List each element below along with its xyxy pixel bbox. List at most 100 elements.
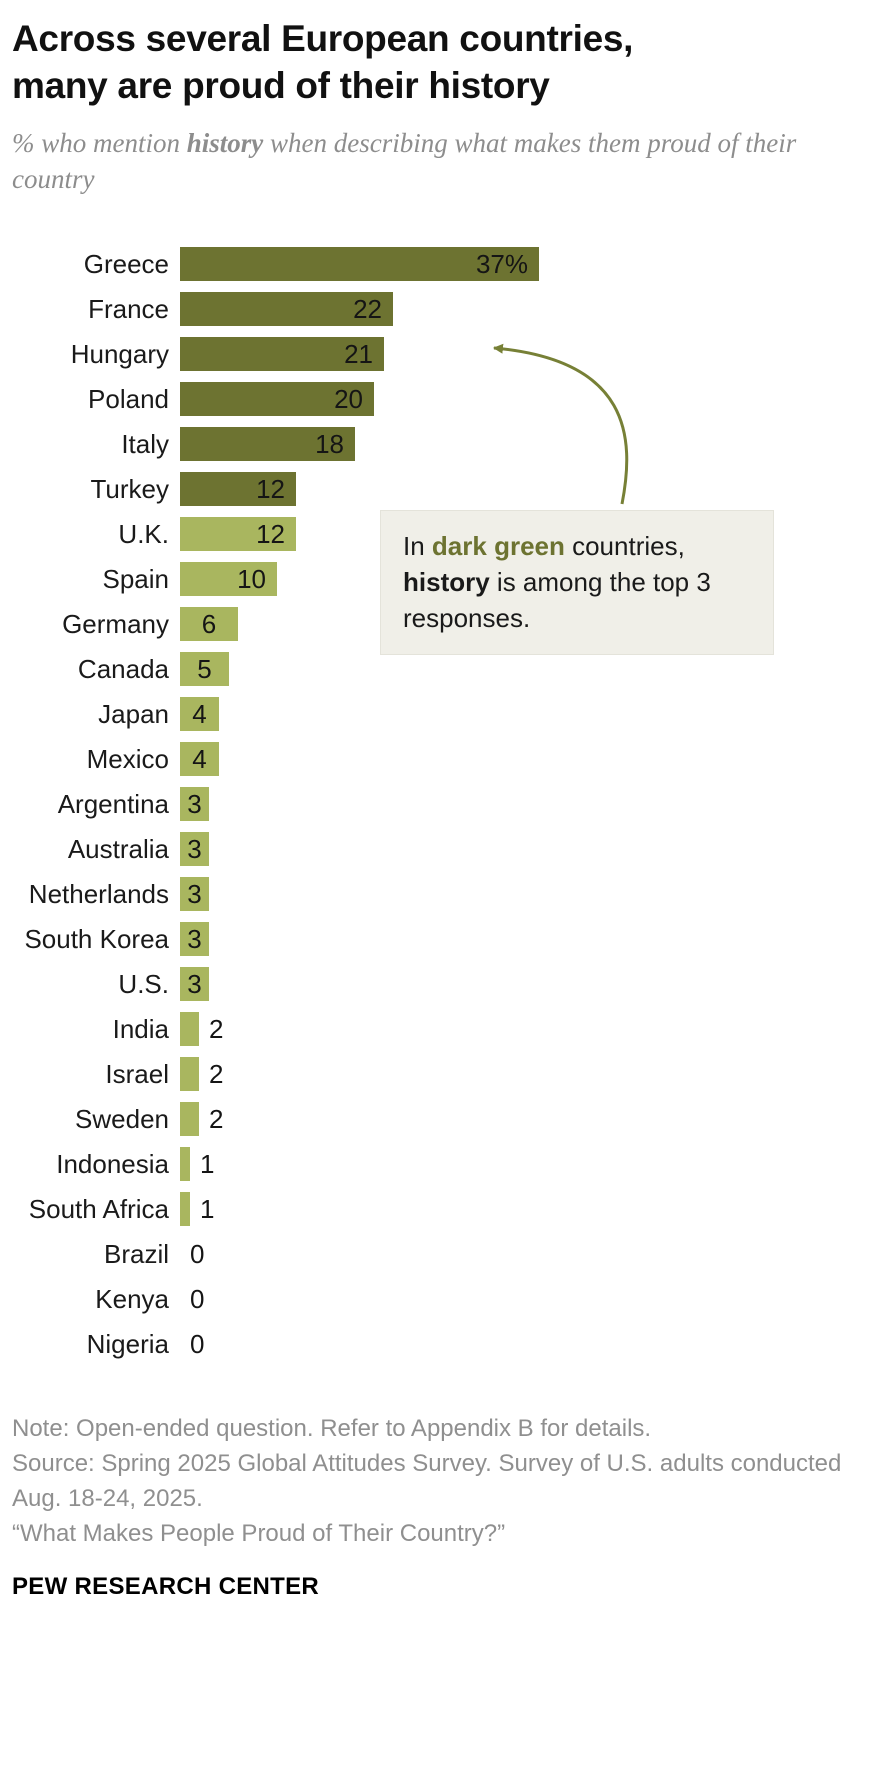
bar-row-south-korea: South Korea 3: [12, 917, 866, 962]
bar-area-kenya: 0: [180, 1277, 204, 1322]
bar-row-south-africa: South Africa 1: [12, 1187, 866, 1232]
value-label-canada: 5: [197, 653, 212, 684]
bar-indonesia: [180, 1147, 190, 1182]
value-label-poland: 20: [334, 383, 363, 414]
category-label-canada: Canada: [77, 653, 169, 684]
category-label-poland: Poland: [88, 383, 169, 414]
bar-row-japan: Japan 4: [12, 692, 866, 737]
value-label-greece: 37%: [475, 248, 528, 279]
bar-row-mexico: Mexico 4: [12, 737, 866, 782]
category-label-u-s: U.S.: [118, 968, 169, 999]
bar-row-netherlands: Netherlands 3: [12, 872, 866, 917]
value-label-indonesia: 1: [200, 1148, 215, 1179]
bar-area-germany: 6: [180, 602, 238, 647]
value-label-germany: 6: [201, 608, 217, 639]
value-label-sweden: 2: [209, 1103, 224, 1134]
category-label-south-africa: South Africa: [28, 1193, 169, 1224]
bar-row-australia: Australia 3: [12, 827, 866, 872]
bar-area-netherlands: 3: [180, 872, 209, 917]
bar-turkey: 12: [180, 472, 296, 507]
value-label-israel: 2: [209, 1058, 224, 1089]
value-label-netherlands: 3: [187, 878, 202, 909]
dark-green-highlight: dark green: [431, 530, 565, 561]
bar-area-u-k: 12: [180, 512, 296, 557]
annotation-text-3: is among the top 3 responses.: [403, 566, 711, 633]
category-label-france: France: [88, 293, 169, 324]
bar-argentina: 3: [180, 787, 209, 822]
footer-notes: Note: Open-ended question. Refer to Appe…: [12, 1411, 862, 1551]
bar-greece: 37%: [180, 247, 539, 282]
bar-netherlands: 3: [180, 877, 209, 912]
category-label-hungary: Hungary: [70, 338, 169, 369]
bar-south-africa: [180, 1192, 190, 1227]
bar-area-sweden: 2: [180, 1097, 223, 1142]
value-label-hungary: 21: [344, 338, 373, 369]
annotation-callout: In dark green countries, history is amon…: [380, 509, 774, 656]
annotation-history-bold: history: [403, 566, 490, 597]
bar-area-australia: 3: [180, 827, 209, 872]
category-label-turkey: Turkey: [90, 473, 170, 504]
value-label-mexico: 4: [192, 743, 207, 774]
subtitle-pre: % who mention: [12, 127, 187, 158]
bar-canada: 5: [180, 652, 229, 687]
bar-row-israel: Israel 2: [12, 1052, 866, 1097]
bar-area-israel: 2: [180, 1052, 223, 1097]
bar-area-indonesia: 1: [180, 1142, 214, 1187]
bar-area-south-africa: 1: [180, 1187, 214, 1232]
value-label-nigeria: 0: [190, 1328, 205, 1359]
category-label-argentina: Argentina: [57, 788, 169, 819]
value-label-brazil: 0: [190, 1238, 205, 1269]
annotation-text-2: countries,: [564, 530, 685, 561]
bar-area-argentina: 3: [180, 782, 209, 827]
bar-area-greece: 37%: [180, 242, 539, 287]
bar-area-south-korea: 3: [180, 917, 209, 962]
bar-area-india: 2: [180, 1007, 223, 1052]
subtitle-bold-history: history: [186, 127, 264, 158]
category-label-netherlands: Netherlands: [28, 878, 169, 909]
title-line-2: many are proud of their history: [12, 64, 550, 106]
value-label-france: 22: [353, 293, 382, 324]
category-label-germany: Germany: [62, 608, 169, 639]
value-label-kenya: 0: [190, 1283, 205, 1314]
category-label-spain: Spain: [102, 563, 170, 594]
bar-area-france: 22: [180, 287, 393, 332]
bar-row-u-k: U.K. 12: [12, 512, 866, 557]
value-label-argentina: 3: [187, 788, 202, 819]
bar-hungary: 21: [180, 337, 384, 372]
annotation-text-1: In: [403, 530, 432, 561]
bar-area-hungary: 21: [180, 332, 384, 377]
bar-area-turkey: 12: [180, 467, 296, 512]
value-label-south-africa: 1: [200, 1193, 215, 1224]
value-label-u-s: 3: [187, 968, 202, 999]
bar-row-argentina: Argentina 3: [12, 782, 866, 827]
bar-area-italy: 18: [180, 422, 355, 467]
category-label-brazil: Brazil: [103, 1238, 169, 1269]
pew-chart-page: Across several European countries, many a…: [12, 16, 866, 1601]
note-line: Note: Open-ended question. Refer to Appe…: [12, 1414, 652, 1442]
value-label-spain: 10: [237, 563, 266, 594]
bar-area-brazil: 0: [180, 1232, 204, 1277]
bar-area-u-s: 3: [180, 962, 209, 1007]
bar-row-greece: Greece 37%: [12, 242, 866, 287]
chart-subtitle: % who mention history when describing wh…: [12, 126, 802, 198]
bar-row-poland: Poland 20: [12, 377, 866, 422]
bar-south-korea: 3: [180, 922, 209, 957]
value-label-u-k: 12: [256, 518, 285, 549]
bar-area-canada: 5: [180, 647, 229, 692]
source-line: Source: Spring 2025 Global Attitudes Sur…: [12, 1449, 842, 1512]
category-label-sweden: Sweden: [75, 1103, 169, 1134]
bar-rows: Greece 37% France 22 Hungary 21 Poland 20 Italy 1…: [12, 242, 866, 1367]
bar-row-spain: Spain 10: [12, 557, 866, 602]
category-label-japan: Japan: [98, 698, 169, 729]
bar-row-germany: Germany 6: [12, 602, 866, 647]
bar-row-india: India 2: [12, 1007, 866, 1052]
bar-area-nigeria: 0: [180, 1322, 204, 1367]
bar-area-spain: 10: [180, 557, 277, 602]
value-label-italy: 18: [315, 428, 344, 459]
value-label-australia: 3: [187, 833, 202, 864]
bar-row-indonesia: Indonesia 1: [12, 1142, 866, 1187]
title-line-1: Across several European countries,: [12, 18, 634, 59]
bar-u-k: 12: [180, 517, 296, 552]
bar-italy: 18: [180, 427, 355, 462]
bar-sweden: [180, 1102, 199, 1137]
